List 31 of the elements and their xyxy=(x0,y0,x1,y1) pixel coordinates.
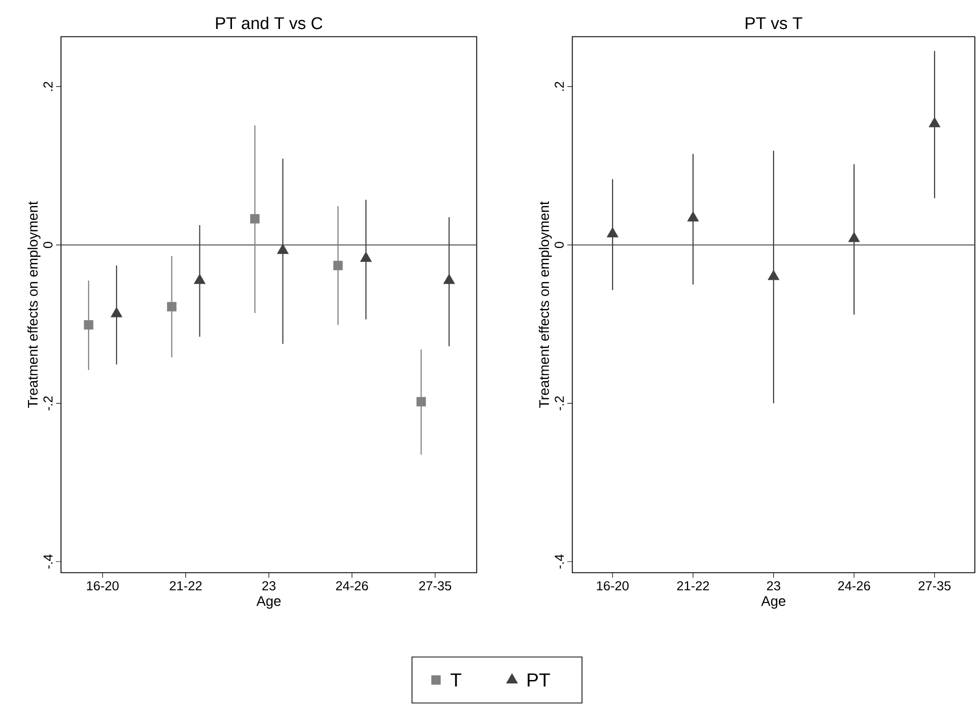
x-axis-title: Age xyxy=(761,596,786,609)
point xyxy=(848,232,860,242)
x-tick-label: 21-22 xyxy=(170,581,202,590)
x-tick-label: 16-20 xyxy=(86,581,119,590)
x-tick-label: 24-26 xyxy=(336,581,368,590)
point xyxy=(768,270,780,280)
y-tick-label: -.4 xyxy=(44,554,52,569)
x-tick-label: 23 xyxy=(262,581,276,590)
x-axis-title: Age xyxy=(256,596,281,609)
y-axis-title: Treatment effects on employment xyxy=(538,201,552,408)
point xyxy=(606,227,618,238)
y-tick-label: -.4 xyxy=(554,554,564,569)
x-tick-label: 16-20 xyxy=(596,581,629,590)
chart-title: PT and T vs C xyxy=(216,16,322,30)
y-tick-label: -.2 xyxy=(43,396,52,410)
legend-label: PT xyxy=(528,673,550,687)
point xyxy=(928,117,940,128)
y-tick-label: .2 xyxy=(554,82,564,91)
x-tick-label: 24-26 xyxy=(838,581,870,590)
x-tick-label: 23 xyxy=(767,581,780,590)
legend-label: T xyxy=(450,673,462,687)
x-tick-label: 27-35 xyxy=(419,581,452,590)
y-tick-label: 0 xyxy=(554,242,564,248)
chart-title: PT vs T xyxy=(746,17,802,30)
y-tick-label: .2 xyxy=(43,82,52,91)
y-axis-title: Treatment effects on employment xyxy=(27,201,40,408)
x-tick-label: 27-35 xyxy=(918,581,951,590)
y-tick-label: 0 xyxy=(43,242,52,248)
x-tick-label: 21-22 xyxy=(677,581,709,590)
point xyxy=(687,211,699,222)
y-tick-label: -.2 xyxy=(554,396,564,410)
